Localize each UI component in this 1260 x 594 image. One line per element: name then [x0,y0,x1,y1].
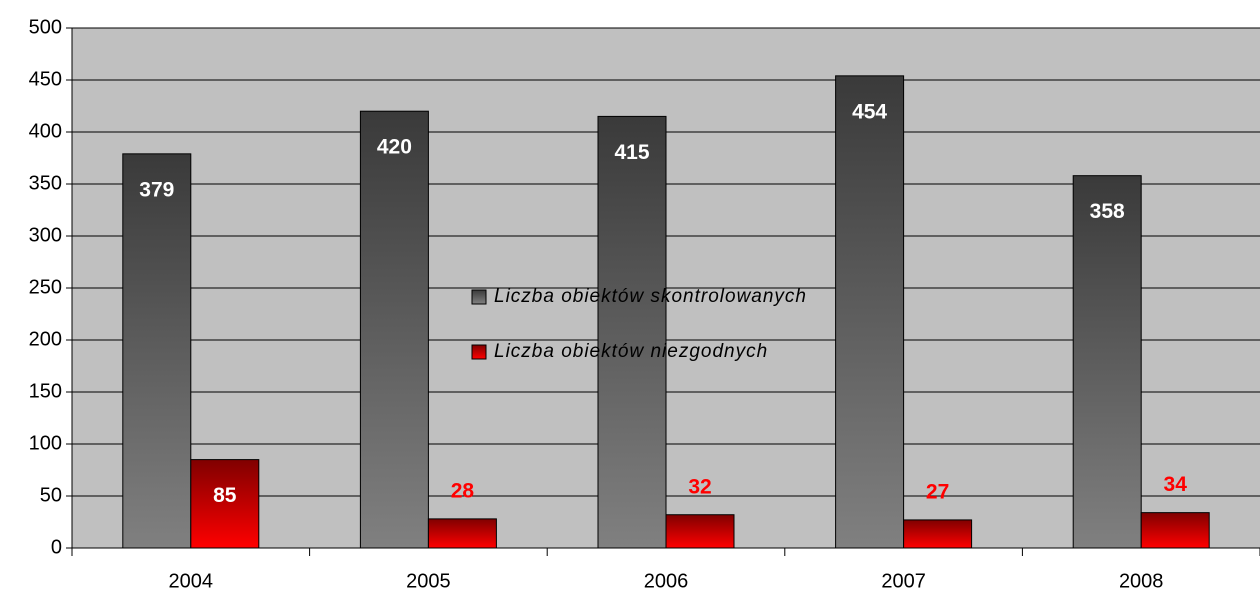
bar [665,514,735,549]
y-tick-label: 250 [29,276,62,298]
bar [1072,175,1142,549]
legend-swatch [471,344,487,360]
data-label: 420 [377,136,412,159]
data-label: 358 [1090,200,1125,223]
data-label: 454 [852,100,887,123]
x-tick-label: 2004 [169,570,214,592]
data-label: 34 [1164,473,1188,496]
bar [835,75,905,549]
bar [427,518,497,549]
bar [190,459,260,549]
y-tick-label: 400 [29,120,62,142]
y-tick-label: 350 [29,172,62,194]
y-tick-label: 300 [29,224,62,246]
data-label: 379 [139,178,174,201]
x-tick-label: 2008 [1119,570,1164,592]
data-label: 32 [688,475,711,498]
bar [122,153,192,549]
bar [1140,512,1210,549]
legend-swatch [471,289,487,305]
x-tick-label: 2006 [644,570,689,592]
y-tick-label: 450 [29,68,62,90]
bar [597,115,667,549]
bar [359,110,429,549]
y-tick-label: 100 [29,432,62,454]
y-tick-label: 500 [29,16,62,38]
x-tick-label: 2005 [406,570,451,592]
data-label: 85 [213,484,237,507]
legend-label: Liczba obiektów skontrolowanych [494,286,807,307]
y-tick-label: 0 [51,536,62,558]
data-label: 27 [926,480,949,503]
data-label: 28 [451,479,475,502]
data-label: 415 [614,141,649,164]
legend-label: Liczba obiektów niezgodnych [494,341,768,362]
bar [903,519,973,549]
y-tick-label: 150 [29,380,62,402]
y-tick-label: 50 [40,484,62,506]
y-tick-label: 200 [29,328,62,350]
x-tick-label: 2007 [881,570,926,592]
